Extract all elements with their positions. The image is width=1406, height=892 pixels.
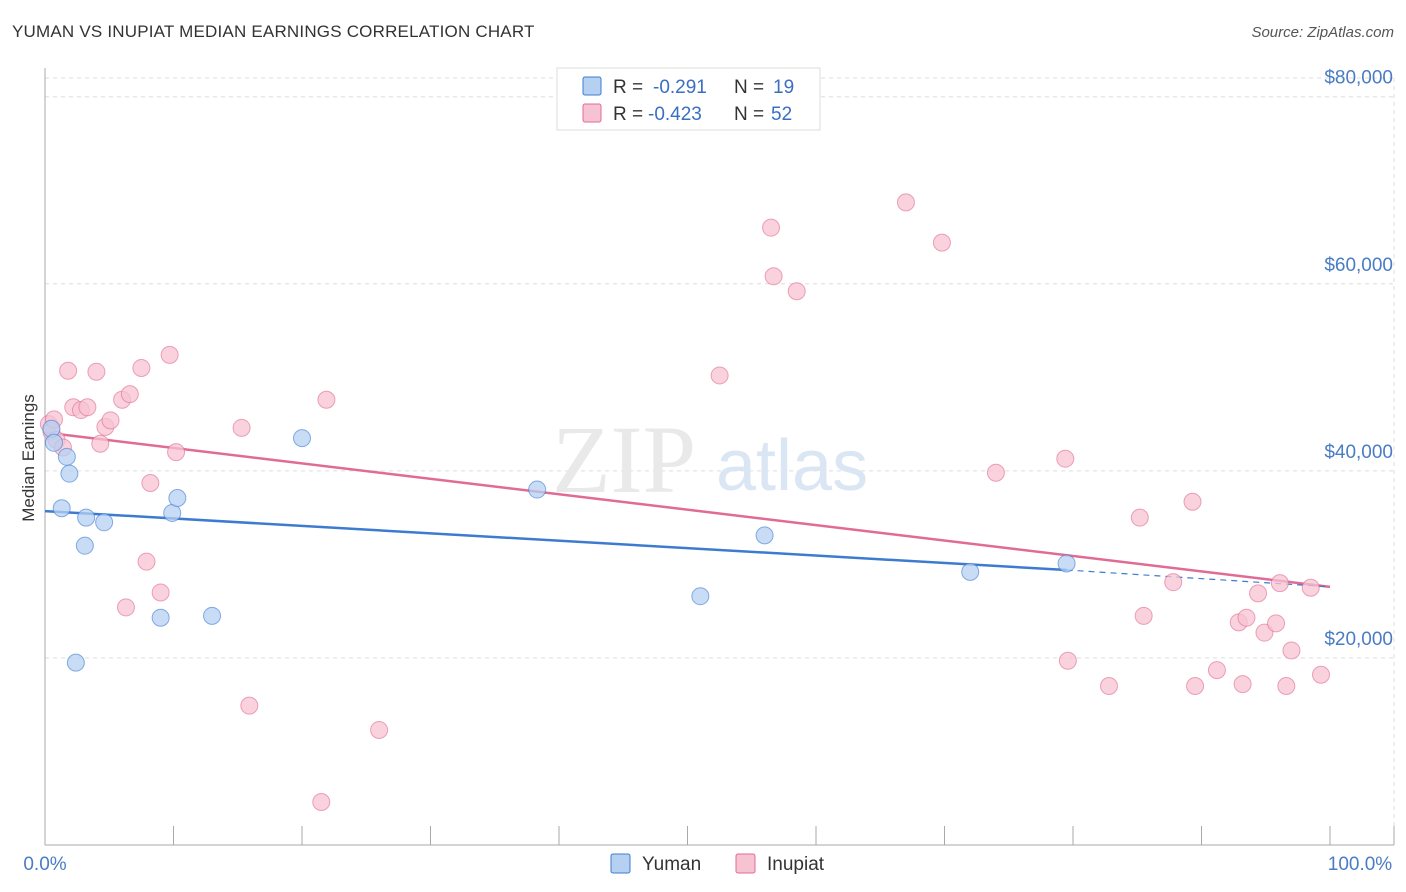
legend-swatch-inupiat — [735, 853, 756, 874]
inupiat-point — [787, 282, 806, 301]
inupiat-point — [762, 218, 781, 237]
inupiat-point — [132, 358, 151, 377]
yuman-point — [44, 433, 63, 452]
inupiat-point — [1233, 675, 1252, 694]
inupiat-point — [932, 233, 951, 252]
stats-swatch-inupiat — [582, 103, 602, 123]
stats-r-value-inupiat: -0.423 — [648, 104, 702, 125]
inupiat-point — [1249, 584, 1268, 603]
legend-swatch-yuman — [610, 853, 631, 874]
stats-n-label-inupiat: N = — [734, 104, 764, 125]
y-axis-title: Median Earnings — [19, 394, 38, 522]
series-legend: Yuman Inupiat — [610, 853, 825, 875]
yuman-point — [66, 653, 85, 672]
yuman-point — [755, 526, 774, 545]
stats-swatch-yuman — [582, 76, 602, 96]
yuman-point — [203, 606, 222, 625]
stats-r-label-yuman: R = — [613, 77, 643, 98]
y-tick-label: $80,000 — [1324, 68, 1393, 89]
yuman-point — [95, 513, 114, 532]
y-tick-label: $60,000 — [1324, 255, 1393, 276]
y-tick-label: $20,000 — [1324, 629, 1393, 650]
x-tick-label: 100.0% — [1328, 854, 1393, 875]
inupiat-point — [317, 390, 336, 409]
yuman-point — [163, 503, 182, 522]
inupiat-point — [986, 463, 1005, 482]
yuman-point — [52, 499, 71, 518]
yuman-point — [77, 508, 96, 527]
inupiat-point — [1270, 574, 1289, 593]
inupiat-point — [1134, 606, 1153, 625]
yuman-point — [691, 587, 710, 606]
inupiat-point — [1058, 651, 1077, 670]
inupiat-point — [141, 474, 160, 493]
inupiat-point — [1164, 573, 1183, 592]
y-tick-label: $40,000 — [1324, 442, 1393, 463]
yuman-point — [528, 480, 547, 499]
stats-n-value-yuman: 19 — [773, 77, 794, 98]
watermark-atlas: atlas — [716, 426, 868, 506]
inupiat-point — [232, 418, 251, 437]
stats-r-value-yuman: -0.291 — [653, 77, 707, 98]
yuman-trend-line — [44, 509, 1067, 572]
watermark: ZIP atlas — [552, 406, 868, 513]
yuman-point — [293, 429, 311, 448]
inupiat-point — [87, 362, 106, 381]
inupiat-point — [1207, 661, 1226, 680]
inupiat-point — [1277, 676, 1296, 695]
inupiat-point — [59, 361, 78, 380]
stats-r-label-inupiat: R = — [613, 104, 643, 125]
inupiat-point — [1186, 676, 1205, 695]
inupiat-point — [101, 411, 120, 430]
yuman-point — [151, 608, 170, 627]
yuman-point — [168, 488, 187, 507]
chart-title: YUMAN VS INUPIAT MEDIAN EARNINGS CORRELA… — [12, 22, 535, 41]
yuman-point — [57, 447, 76, 466]
x-tick-label: 0.0% — [23, 854, 66, 875]
inupiat-point — [1267, 614, 1286, 633]
inupiat-point — [116, 598, 135, 617]
tick-labels: $20,000 $40,000 $60,000 $80,000 0.0% 100.0% — [23, 68, 1393, 875]
inupiat-point — [896, 193, 915, 212]
axes — [44, 68, 1395, 846]
yuman-point — [1057, 554, 1076, 573]
inupiat-point — [1056, 449, 1075, 468]
inupiat-point — [312, 792, 331, 811]
inupiat-point — [764, 267, 783, 286]
yuman-trend-extension — [1066, 569, 1331, 588]
yuman-point — [60, 464, 79, 483]
inupiat-point — [120, 385, 139, 404]
inupiat-point — [137, 552, 156, 571]
data-points — [39, 193, 1331, 811]
inupiat-point — [1130, 508, 1149, 527]
inupiat-point — [1099, 676, 1118, 695]
inupiat-point — [151, 583, 170, 602]
inupiat-point — [167, 443, 186, 462]
source-label: Source: ZipAtlas.com — [1251, 24, 1394, 41]
stats-n-label-yuman: N = — [734, 77, 764, 98]
legend-label-yuman: Yuman — [642, 854, 701, 875]
inupiat-point — [78, 398, 97, 417]
inupiat-trend-line — [44, 431, 1331, 589]
stats-n-value-inupiat: 52 — [771, 104, 792, 125]
yuman-point — [961, 562, 980, 581]
inupiat-point — [370, 720, 389, 739]
stats-legend: R = -0.291 N = 19 R = -0.423 N = 52 — [556, 67, 821, 131]
legend-label-inupiat: Inupiat — [767, 854, 825, 875]
inupiat-point — [710, 366, 729, 385]
inupiat-point — [1312, 665, 1331, 684]
inupiat-point — [1301, 578, 1320, 597]
inupiat-point — [1183, 492, 1202, 511]
inupiat-point — [91, 434, 110, 453]
yuman-point — [75, 536, 94, 555]
trend-lines — [44, 431, 1331, 589]
inupiat-point — [1282, 641, 1301, 660]
inupiat-point — [240, 696, 259, 715]
inupiat-point — [160, 345, 179, 364]
inupiat-point — [1237, 608, 1256, 627]
